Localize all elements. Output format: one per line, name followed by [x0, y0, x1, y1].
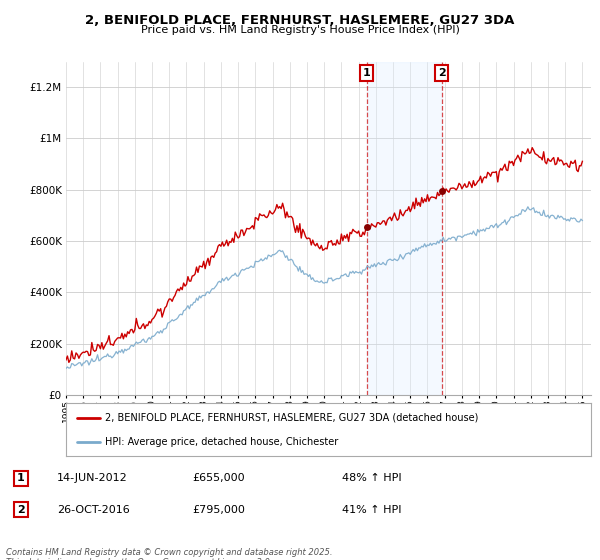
Text: 1: 1 — [362, 68, 370, 78]
Text: 2, BENIFOLD PLACE, FERNHURST, HASLEMERE, GU27 3DA: 2, BENIFOLD PLACE, FERNHURST, HASLEMERE,… — [85, 14, 515, 27]
Text: 2: 2 — [438, 68, 446, 78]
Text: Contains HM Land Registry data © Crown copyright and database right 2025.
This d: Contains HM Land Registry data © Crown c… — [6, 548, 332, 560]
Bar — [367, 62, 442, 395]
Text: 2, BENIFOLD PLACE, FERNHURST, HASLEMERE, GU27 3DA (detached house): 2, BENIFOLD PLACE, FERNHURST, HASLEMERE,… — [106, 413, 479, 423]
Text: 41% ↑ HPI: 41% ↑ HPI — [342, 505, 401, 515]
Text: 2: 2 — [17, 505, 25, 515]
Text: 48% ↑ HPI: 48% ↑ HPI — [342, 473, 401, 483]
Text: £655,000: £655,000 — [192, 473, 245, 483]
Text: Price paid vs. HM Land Registry's House Price Index (HPI): Price paid vs. HM Land Registry's House … — [140, 25, 460, 35]
Text: 26-OCT-2016: 26-OCT-2016 — [57, 505, 130, 515]
Text: HPI: Average price, detached house, Chichester: HPI: Average price, detached house, Chic… — [106, 437, 338, 447]
Text: £795,000: £795,000 — [192, 505, 245, 515]
Text: 14-JUN-2012: 14-JUN-2012 — [57, 473, 128, 483]
Text: 1: 1 — [17, 473, 25, 483]
